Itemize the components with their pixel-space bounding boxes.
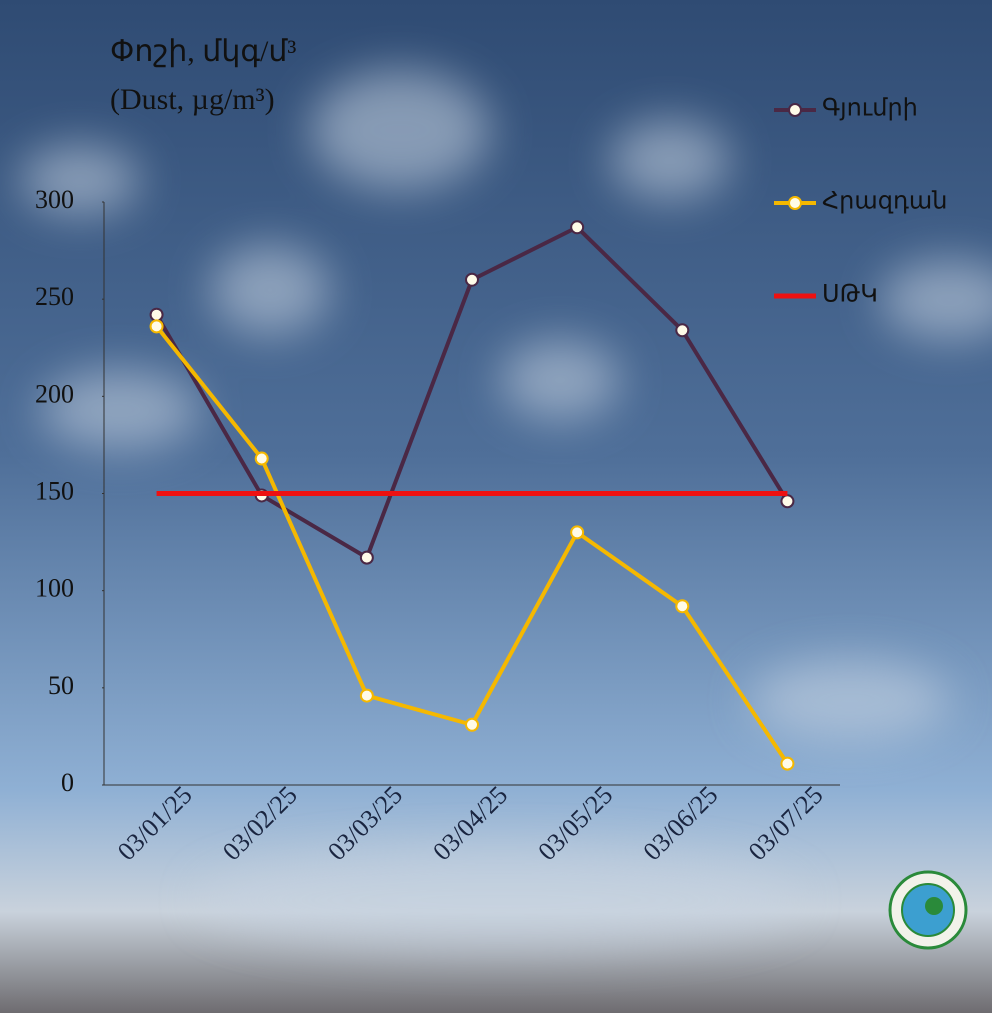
legend-label: ՍԹԿ <box>822 282 878 308</box>
data-point <box>254 451 269 466</box>
data-point <box>675 323 690 338</box>
legend-marker <box>788 196 802 210</box>
y-tick-label: 250 <box>35 282 74 311</box>
legend-marker <box>788 103 802 117</box>
data-point <box>780 756 795 771</box>
data-point <box>465 272 479 287</box>
data-point <box>359 550 374 565</box>
legend-label: Գյումրի <box>822 96 918 122</box>
y-tick-label: 100 <box>35 574 74 603</box>
y-tick-label: 0 <box>61 768 74 797</box>
data-point <box>570 525 585 540</box>
y-tick-label: 150 <box>35 476 74 505</box>
logo <box>888 870 968 950</box>
y-tick-label: 50 <box>48 671 74 700</box>
data-point <box>570 220 585 235</box>
y-tick-label: 300 <box>35 185 74 214</box>
data-point <box>465 717 479 732</box>
data-point <box>149 307 164 322</box>
chart-subtitle: (Dust, µg/m³) <box>110 83 275 116</box>
data-point <box>359 688 374 703</box>
legend-label: Հրազդան <box>822 189 948 215</box>
data-point <box>149 319 164 334</box>
data-point <box>780 494 795 509</box>
y-tick-label: 200 <box>35 379 74 408</box>
data-point <box>675 599 690 614</box>
clouds <box>20 70 992 950</box>
chart-title: Փոշի, մկգ/մ³ <box>110 35 296 68</box>
